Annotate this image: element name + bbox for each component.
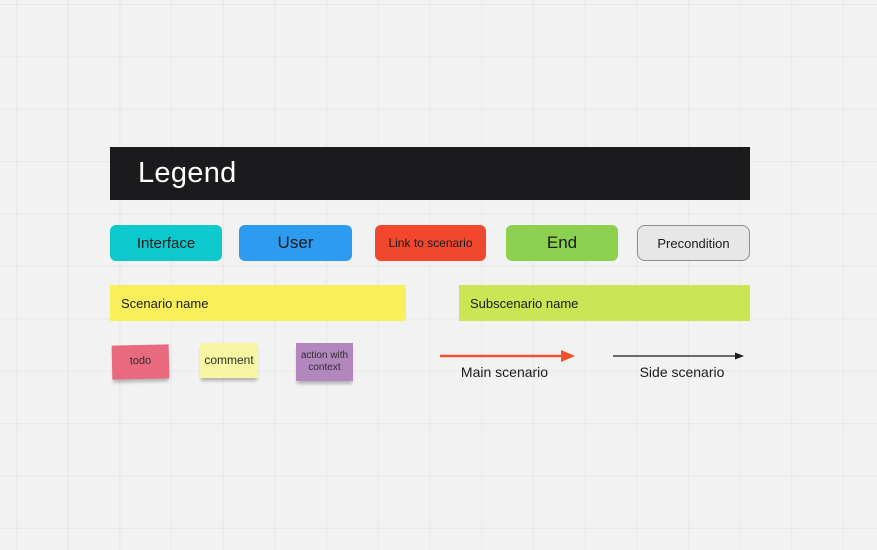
shape-end[interactable]: End: [506, 225, 618, 261]
side-scenario-arrow-label: Side scenario: [639, 364, 725, 380]
shape-precondition-label: Precondition: [657, 235, 730, 251]
shape-interface-label: Interface: [136, 234, 196, 252]
shape-precondition[interactable]: Precondition: [637, 225, 750, 261]
shape-interface[interactable]: Interface: [110, 225, 222, 261]
main-scenario-arrow[interactable]: [440, 348, 575, 364]
shape-link-to-scenario-label: Link to scenario: [388, 236, 473, 250]
bar-scenario-name[interactable]: Scenario name: [110, 285, 406, 321]
bar-subscenario-name-label: Subscenario name: [470, 295, 579, 311]
shape-user[interactable]: User: [239, 225, 352, 261]
bar-subscenario-name[interactable]: Subscenario name: [459, 285, 750, 321]
main-scenario-arrow-label: Main scenario: [460, 364, 549, 380]
sticky-todo[interactable]: todo: [111, 344, 170, 380]
shape-user-label: User: [277, 233, 314, 252]
shape-link-to-scenario[interactable]: Link to scenario: [375, 225, 486, 261]
legend-title-shape[interactable]: Legend: [110, 147, 750, 200]
main-scenario-arrowhead-icon: [561, 350, 575, 362]
sticky-action-with-context-label: action with context: [300, 349, 349, 374]
sticky-comment[interactable]: comment: [200, 343, 258, 378]
side-scenario-arrowhead-icon: [735, 352, 744, 360]
sticky-comment-label: comment: [204, 353, 254, 367]
legend-title: Legend: [138, 157, 237, 189]
bar-scenario-name-label: Scenario name: [121, 295, 209, 311]
shape-end-label: End: [546, 233, 578, 252]
sticky-action-with-context[interactable]: action with context: [296, 343, 353, 381]
sticky-todo-label: todo: [129, 354, 152, 368]
side-scenario-arrow[interactable]: [613, 348, 744, 364]
